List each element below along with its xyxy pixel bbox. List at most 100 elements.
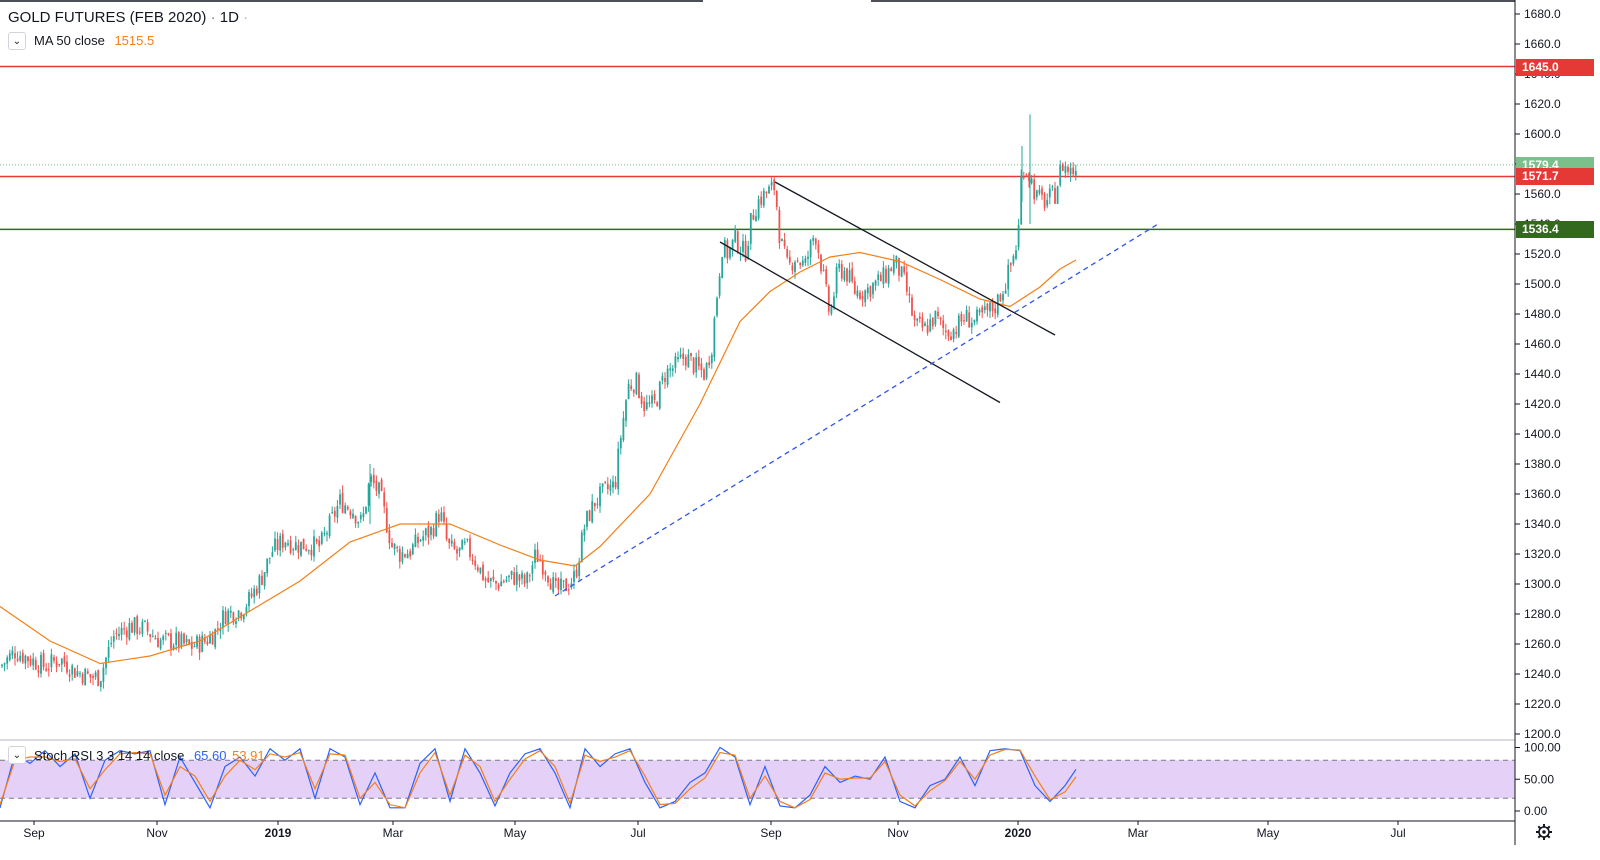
candle [996,293,999,318]
candle [534,543,536,569]
ma-legend[interactable]: MA 50 close 1515.5 [34,33,154,48]
candle [510,570,513,580]
candle [331,506,334,515]
candle [27,656,29,669]
candle [458,547,461,558]
support-price-label[interactable]: 1536.4 [1516,221,1594,239]
candle [937,306,939,320]
candle-body [401,552,404,562]
candle-body [643,401,646,412]
candle [939,316,942,326]
candle [700,357,703,378]
candle-body [211,634,214,645]
candle [721,256,724,279]
settings-gear-icon[interactable] [1536,824,1552,840]
candle [333,506,336,523]
candle [1061,162,1064,172]
stoch-rsi-pane[interactable] [0,746,1515,810]
candle-body [713,318,716,358]
candle [955,325,958,339]
candle [1007,259,1010,297]
candle-body [926,325,929,333]
candle [263,572,266,590]
candle-body [757,199,760,219]
candle [645,394,648,411]
candle [757,195,760,221]
candle [16,651,19,663]
candle [1048,183,1051,205]
candle [339,489,341,510]
price-tick-label: 1480.0 [1524,307,1561,321]
candle-body [877,274,880,280]
candle [557,577,560,594]
candle-body [609,485,612,491]
candle-body [411,544,414,555]
candle [653,390,656,404]
candle-body [123,628,126,630]
candle [71,663,74,681]
candle [349,509,352,520]
candle [1051,184,1054,191]
candle [268,557,271,565]
time-tick-label: 2020 [1005,826,1032,840]
candle-body [851,268,854,282]
candle [911,294,913,317]
candle [877,270,880,286]
candle-body [203,637,206,642]
candle [604,480,607,485]
price-pane[interactable] [0,65,1515,692]
candle [983,301,986,314]
candle-body [1007,264,1010,290]
stoch-axis[interactable]: 100.00 50.00 0.00 [1515,741,1561,819]
candle-body [723,239,726,257]
candle [570,577,573,590]
candle-body [1064,166,1067,174]
price-tick-label: 1380.0 [1524,457,1561,471]
stoch-collapse-button[interactable]: ⌄ [8,746,26,764]
candle-body [1004,290,1007,294]
candle-body [892,260,895,273]
candle [1043,191,1046,212]
candle [562,580,565,589]
candle-body [102,667,105,682]
candle-body [778,209,781,243]
uptrend-dashed-line [554,223,1159,597]
candle-body [853,281,856,294]
resistance-price-label-2[interactable]: 1571.7 [1516,168,1594,186]
candle-body [908,293,911,296]
candle-body [820,254,822,272]
candle-body [1038,189,1041,194]
candle [32,652,35,671]
candle-body [586,510,588,528]
candle [968,306,971,328]
candle-body [453,541,456,549]
candle [437,509,440,528]
candle-body [825,269,828,285]
candle-body [885,269,887,283]
price-axis[interactable]: 1200.0 1220.0 1240.0 1260.0 1280.0 1300.0 1320… [1515,7,1561,741]
candle [175,626,178,651]
candle [921,312,924,332]
candle-body [40,654,42,674]
stoch-legend[interactable]: Stoch RSI 3 3 14 14 close 65.60 53.91 [34,748,265,763]
interval-label[interactable]: 1D [219,9,239,26]
ma-collapse-button[interactable]: ⌄ [8,32,26,50]
candle-body [799,262,802,266]
candle-body [573,571,575,582]
candle-body [736,231,739,253]
candle [307,549,310,555]
stoch-legend-label: Stoch RSI 3 3 14 14 close [34,748,185,763]
candle-body [1028,173,1030,181]
candle [266,558,269,577]
stoch-k-value: 65.60 [193,748,227,763]
resistance-price-label[interactable]: 1645.0 [1516,58,1594,76]
candle [614,476,617,490]
candle [523,573,526,588]
candle-body [755,216,757,222]
candle-body [978,309,981,313]
candle-body [261,575,263,585]
candle-body [645,402,648,410]
time-axis[interactable]: Sep Nov 2019 Mar May Jul Sep Nov 2020 Mar May Jul [23,821,1406,840]
candle-body [302,538,305,550]
